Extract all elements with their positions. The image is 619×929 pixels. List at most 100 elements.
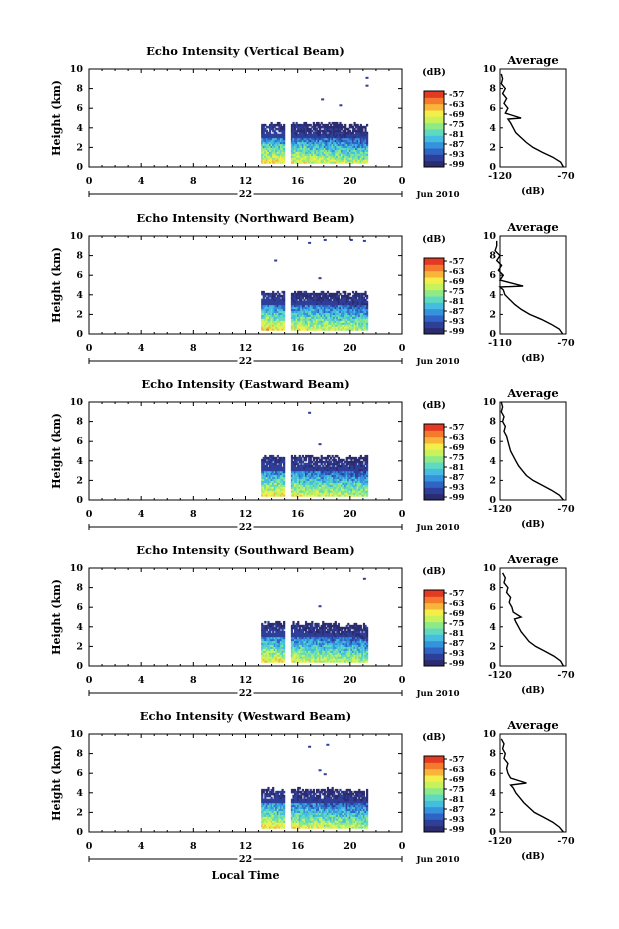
- heatmap-cell: [337, 129, 341, 133]
- heatmap-cell: [315, 155, 319, 158]
- heatmap-cell: [297, 151, 300, 154]
- heatmap-cell: [347, 300, 350, 304]
- heatmap-cell: [320, 474, 323, 478]
- heatmap-cell: [340, 494, 344, 497]
- heatmap-cell: [362, 468, 366, 472]
- heatmap-cell: [262, 476, 265, 480]
- heatmap-cell: [272, 458, 275, 462]
- heatmap-cell: [330, 296, 333, 300]
- heatmap-cell: [320, 632, 323, 636]
- heatmap-cell: [333, 480, 336, 483]
- heatmap-cell: [364, 456, 367, 460]
- heatmap-cell: [337, 157, 341, 160]
- heatmap-cell: [353, 312, 356, 315]
- heatmap-cell: [275, 474, 278, 478]
- heatmap-cell: [366, 318, 369, 321]
- heatmap-cell: [353, 470, 356, 474]
- colorbar-swatch: [424, 449, 444, 457]
- heatmap-cell: [298, 468, 301, 472]
- heatmap-cell: [308, 650, 311, 653]
- heatmap-cell: [309, 640, 312, 644]
- heatmap-cell: [366, 472, 369, 476]
- heatmap-cell: [281, 324, 284, 327]
- heatmap-cell: [362, 151, 366, 154]
- heatmap-cell: [330, 147, 333, 150]
- heatmap-cell: [344, 129, 347, 133]
- heatmap-cell: [298, 464, 301, 468]
- heatmap-cell: [303, 628, 306, 632]
- heatmap-cell: [339, 322, 342, 325]
- day-label-bg: [237, 188, 254, 198]
- x-tick-label: 0: [399, 176, 406, 187]
- heatmap-cell: [366, 494, 369, 497]
- heatmap-cell: [320, 646, 323, 649]
- heatmap-cell: [262, 642, 265, 646]
- heatmap-cell: [326, 462, 330, 466]
- heatmap-cell: [283, 490, 286, 493]
- heatmap-cell: [356, 129, 359, 133]
- heatmap-cell: [297, 123, 300, 127]
- heatmap-cell: [347, 312, 350, 315]
- heatmap-cell: [290, 644, 294, 647]
- heatmap-cell: [351, 314, 355, 317]
- heatmap-cell: [319, 304, 322, 308]
- heatmap-cell: [303, 145, 306, 148]
- heatmap-cell: [268, 652, 272, 655]
- heatmap-cell: [301, 624, 305, 628]
- heatmap-cell: [261, 460, 264, 464]
- heatmap-cell: [315, 300, 319, 304]
- heatmap-cell: [366, 460, 369, 464]
- heatmap-cell: [358, 486, 361, 489]
- heatmap-cell: [298, 494, 301, 497]
- heatmap-cell: [342, 306, 345, 310]
- heatmap-cell: [326, 468, 330, 472]
- heatmap-cell: [294, 300, 297, 304]
- heatmap-cell: [348, 135, 351, 139]
- heatmap-cell: [294, 292, 297, 296]
- heatmap-cell: [331, 634, 334, 638]
- heatmap-cell: [306, 468, 309, 472]
- heatmap-cell: [336, 644, 339, 647]
- heatmap-cell: [319, 480, 322, 483]
- heatmap-cell: [347, 482, 350, 485]
- heatmap-cell: [362, 324, 366, 327]
- heatmap-cell: [297, 153, 300, 156]
- heatmap-cell: [355, 474, 358, 478]
- heatmap-cell: [278, 630, 281, 634]
- heatmap-cell: [326, 129, 330, 133]
- heatmap-cell: [337, 326, 341, 329]
- heatmap-cell: [345, 137, 348, 141]
- heatmap-cell: [306, 650, 309, 653]
- heatmap-cell: [273, 306, 276, 310]
- heatmap-cell: [344, 464, 347, 468]
- heatmap-cell: [323, 298, 326, 302]
- heatmap-cell: [279, 480, 283, 483]
- heatmap-cell: [322, 460, 325, 464]
- heatmap-cell: [303, 636, 306, 640]
- heatmap-cell: [325, 145, 328, 148]
- heatmap-cell: [339, 320, 342, 323]
- heatmap-cell: [292, 486, 295, 489]
- heatmap-cell: [270, 660, 273, 663]
- heatmap-cell: [358, 143, 361, 147]
- heatmap-cell: [328, 157, 331, 160]
- heatmap-cell: [303, 143, 306, 147]
- heatmap-cell: [290, 626, 294, 630]
- heatmap-cell: [270, 310, 273, 314]
- heatmap-cell: [350, 470, 353, 474]
- heatmap-cell: [278, 660, 281, 663]
- heatmap-cell: [272, 149, 275, 152]
- heatmap-cell: [320, 480, 323, 483]
- heatmap-cell: [361, 462, 364, 466]
- heatmap-cell: [356, 308, 359, 312]
- heatmap-cell: [262, 488, 265, 491]
- heatmap-cell: [362, 137, 366, 141]
- heatmap-cell: [306, 634, 309, 638]
- heatmap-cell: [276, 135, 279, 139]
- heatmap-cell: [270, 486, 273, 489]
- heatmap-cell: [292, 322, 295, 325]
- heatmap-cell: [311, 652, 314, 655]
- heatmap-cell: [361, 328, 364, 331]
- heatmap-cell: [309, 316, 312, 319]
- heatmap-cell: [359, 306, 362, 310]
